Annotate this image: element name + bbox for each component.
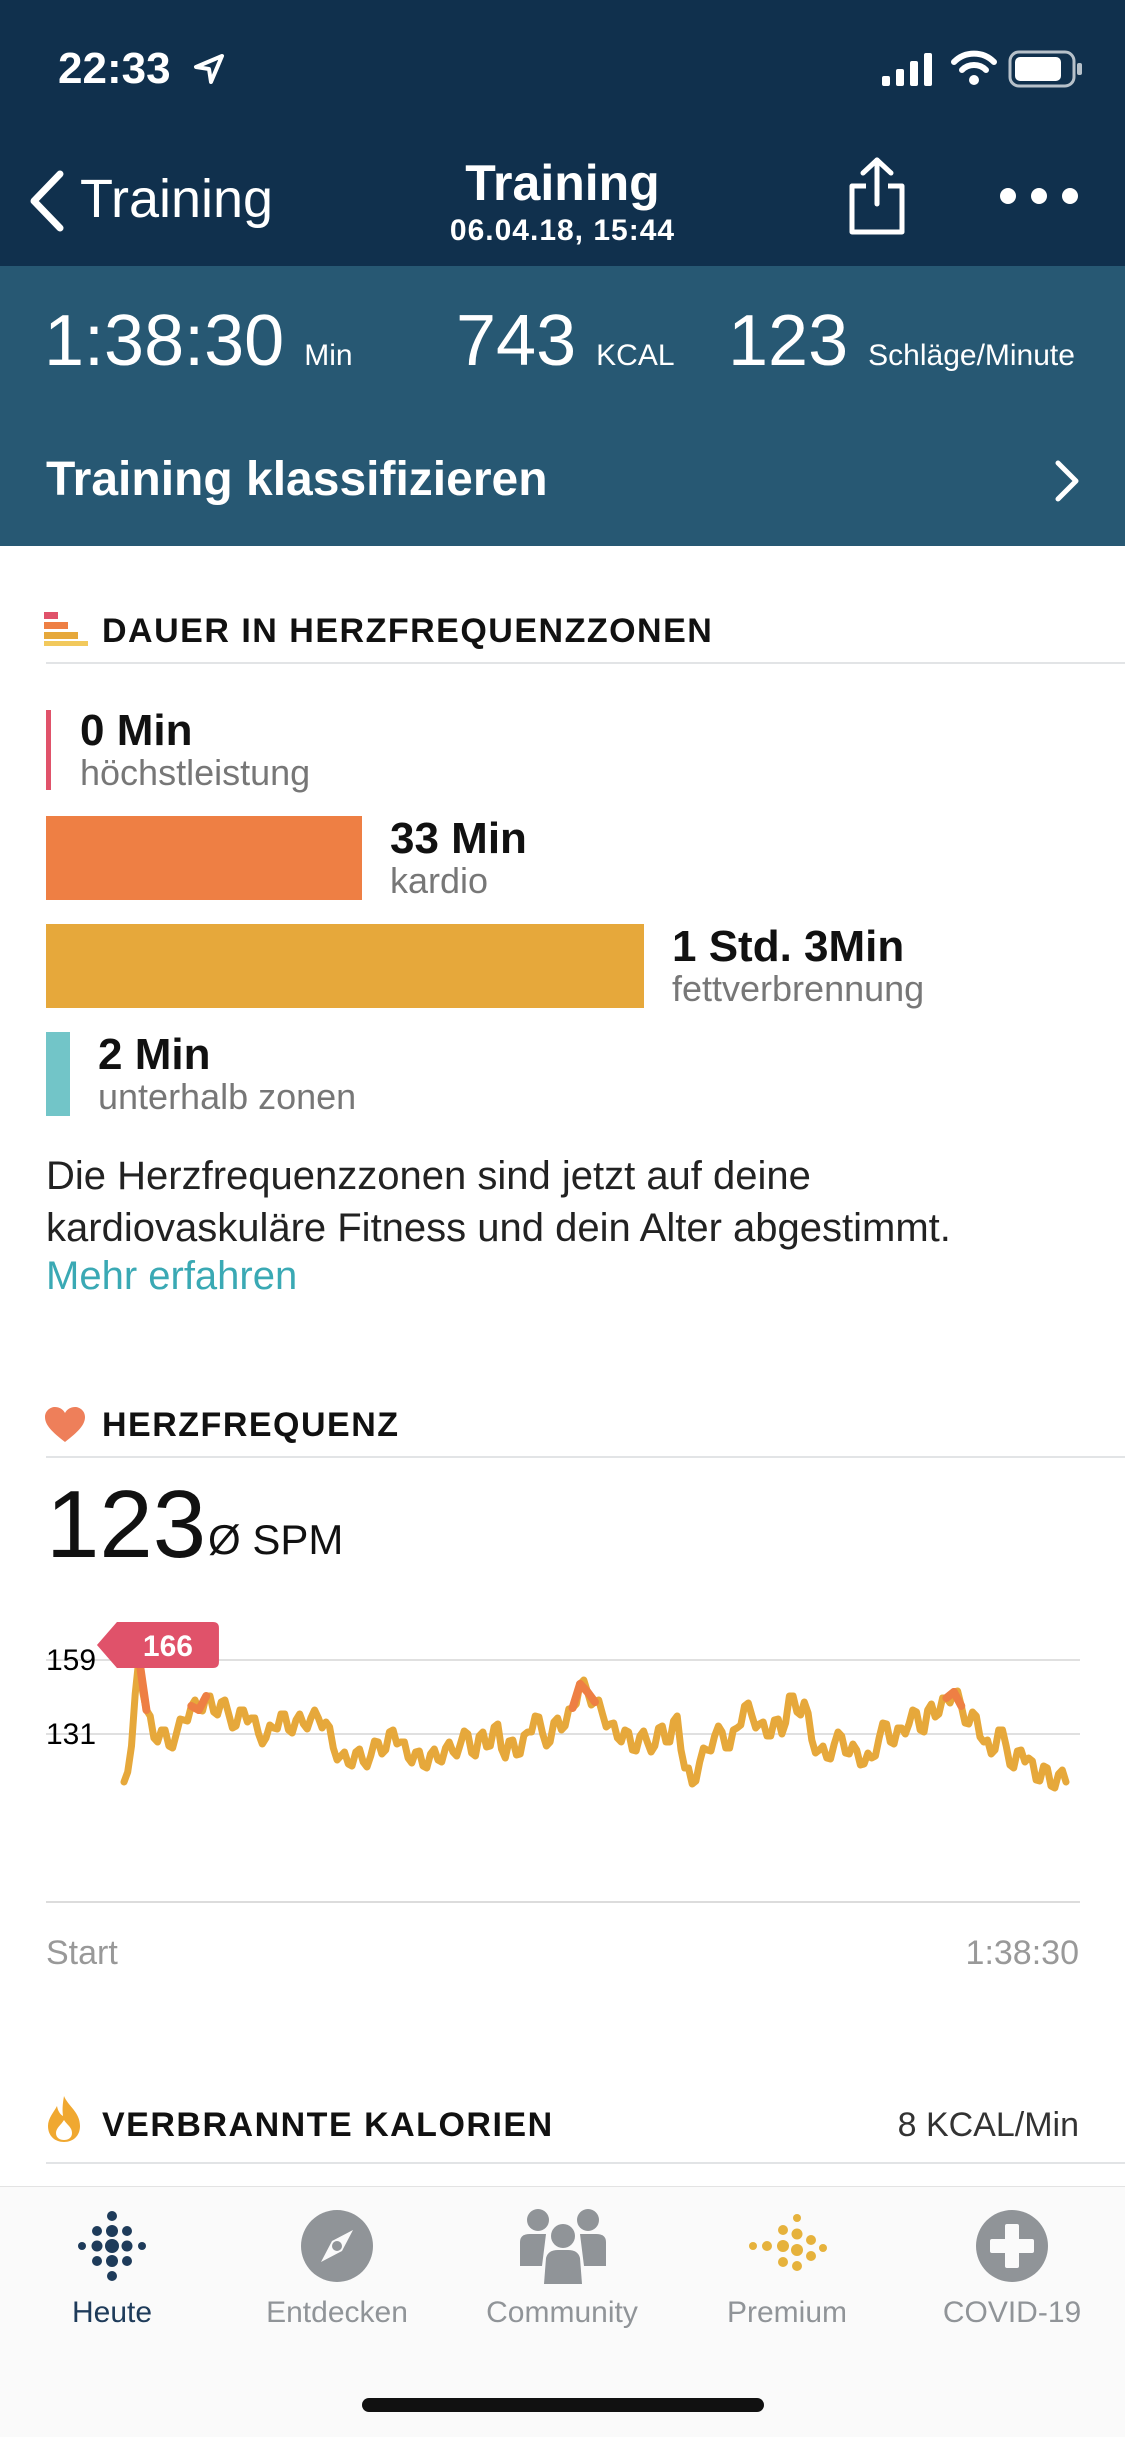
- heart-icon: [45, 1407, 85, 1442]
- tab-community[interactable]: Community: [452, 2200, 672, 2340]
- heart-rate-stat: 123 Schläge/Minute: [728, 300, 1075, 382]
- status-time: 22:33: [58, 44, 171, 93]
- zone-bar-fettverbrennung: [46, 924, 644, 1008]
- chevron-right-icon[interactable]: [1052, 458, 1082, 504]
- tab-heute[interactable]: Heute: [2, 2200, 222, 2340]
- zone-value-fettverbrennung: 1 Std. 3Min: [672, 922, 905, 971]
- home-indicator: [362, 2398, 764, 2412]
- battery-icon: [1008, 50, 1082, 88]
- divider: [46, 2162, 1125, 2164]
- heart-section-title: HERZFREQUENZ: [102, 1406, 400, 1444]
- heart-rate-unit: Schläge/Minute: [868, 339, 1075, 372]
- heart-rate-chart: 159 131 166: [46, 1622, 1080, 1903]
- location-arrow-icon: [194, 54, 224, 84]
- tab-covid-label: COVID-19: [942, 2296, 1082, 2329]
- zone-label-hoechstleistung: höchstleistung: [80, 752, 311, 793]
- plus-cross-icon: [976, 2210, 1048, 2282]
- compass-icon: [301, 2210, 373, 2282]
- share-icon[interactable]: [846, 156, 908, 236]
- zone-label-unterhalb: unterhalb zonen: [98, 1076, 357, 1117]
- zone-value-hoechstleistung: 0 Min: [80, 706, 193, 755]
- y-tick-159: 159: [46, 1644, 96, 1677]
- back-button[interactable]: Training: [80, 169, 274, 229]
- page-subtitle: 06.04.18, 15:44: [449, 214, 676, 247]
- tab-premium-label: Premium: [726, 2296, 847, 2329]
- more-options-icon[interactable]: [996, 182, 1082, 210]
- peak-badge: 166: [96, 1622, 219, 1668]
- duration-unit: Min: [304, 339, 353, 372]
- calories-rate: 8 KCAL/Min: [897, 2106, 1079, 2144]
- tab-covid[interactable]: COVID-19: [902, 2200, 1122, 2340]
- heart-rate-high-segment: [949, 1688, 966, 1710]
- peak-value-label: 166: [143, 1630, 193, 1663]
- nav-bar: [0, 140, 1125, 266]
- average-heart-rate: 123: [46, 1471, 207, 1578]
- calories-section-title: VERBRANNTE KALORIEN: [102, 2106, 554, 2144]
- divider: [46, 1456, 1125, 1458]
- stats-bar: [0, 266, 1125, 546]
- heart-rate-high-segment: [583, 1688, 599, 1706]
- calories-stat: 743 KCAL: [456, 300, 675, 382]
- page-title: Training: [465, 155, 660, 211]
- zone-bar-hoechstleistung: [46, 710, 51, 790]
- zone-bar-kardio: [46, 816, 362, 900]
- zone-label-kardio: kardio: [390, 860, 489, 901]
- x-axis-start-label: Start: [46, 1934, 118, 1972]
- tab-premium[interactable]: Premium: [677, 2200, 897, 2340]
- zones-icon: [44, 612, 88, 646]
- status-bar: [0, 0, 1125, 140]
- premium-dots-icon: [749, 2214, 827, 2271]
- learn-more-link[interactable]: Mehr erfahren: [46, 1254, 298, 1298]
- y-tick-131: 131: [46, 1718, 96, 1751]
- flame-icon: [48, 2096, 80, 2142]
- heart-rate-high-segments: [134, 1654, 966, 1714]
- divider: [46, 662, 1125, 664]
- zone-bar-unterhalb: [46, 1032, 70, 1116]
- tab-entdecken[interactable]: Entdecken: [227, 2200, 447, 2340]
- zone-value-kardio: 33 Min: [390, 814, 527, 863]
- classify-training-button[interactable]: Training klassifizieren: [46, 453, 548, 506]
- duration-stat: 1:38:30 Min: [44, 300, 353, 382]
- zones-description: Die Herzfrequenzzonen sind jetzt auf dei…: [46, 1154, 951, 1250]
- x-axis-end-label: 1:38:30: [965, 1934, 1079, 1972]
- zone-value-unterhalb: 2 Min: [98, 1030, 211, 1079]
- tab-community-label: Community: [486, 2296, 638, 2329]
- heart-rate-high-segment: [194, 1692, 211, 1714]
- heart-rate-value: 123: [728, 301, 849, 381]
- heart-rate-series-line: [120, 1654, 1070, 1792]
- zone-label-fettverbrennung: fettverbrennung: [672, 968, 925, 1009]
- calories-value: 743: [456, 301, 577, 381]
- tab-heute-label: Heute: [71, 2296, 153, 2329]
- fitbit-dots-icon: [78, 2211, 146, 2281]
- calories-unit: KCAL: [596, 339, 675, 372]
- zones-section-title: DAUER IN HERZFREQUENZZONEN: [102, 612, 714, 650]
- average-heart-rate-unit: Ø SPM: [208, 1516, 344, 1563]
- duration-value: 1:38:30: [44, 301, 285, 381]
- cellular-signal-icon: [882, 53, 932, 86]
- back-chevron-icon[interactable]: [24, 168, 68, 234]
- tab-entdecken-label: Entdecken: [266, 2296, 408, 2329]
- wifi-icon: [951, 50, 997, 85]
- community-icon: [520, 2209, 606, 2284]
